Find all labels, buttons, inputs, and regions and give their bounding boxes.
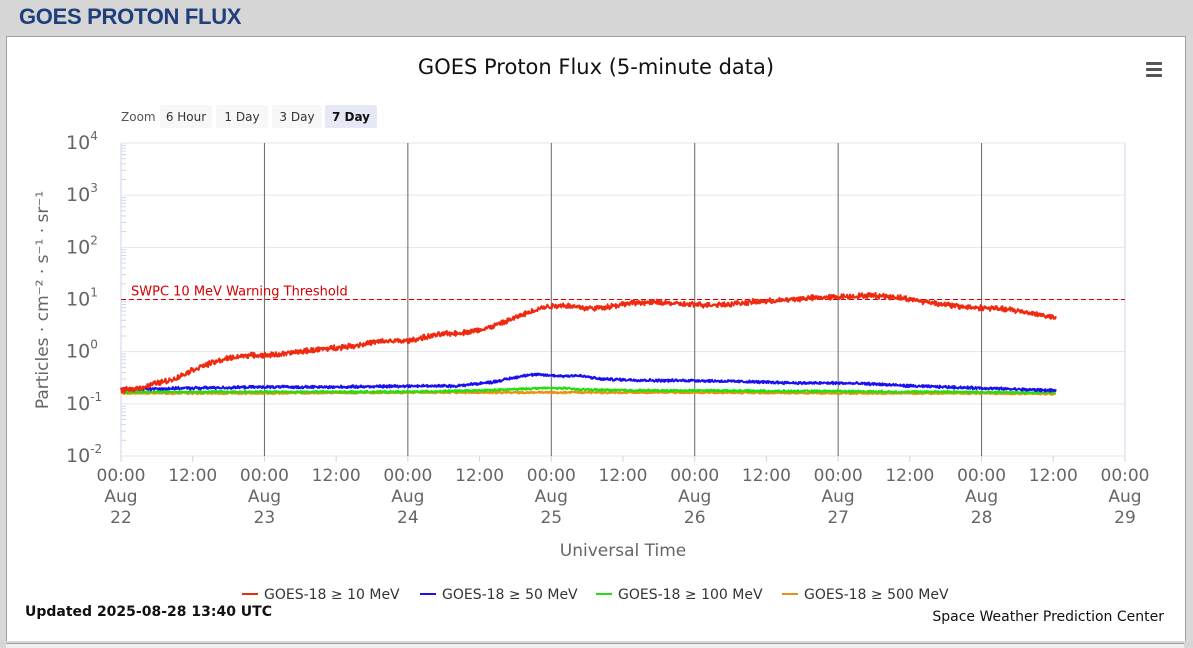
x-tick-label: 12:00 xyxy=(168,466,217,486)
zoom-button-3-day[interactable]: 3 Day xyxy=(272,105,322,128)
zoom-button-label: 3 Day xyxy=(279,110,314,124)
page-title: GOES PROTON FLUX xyxy=(19,4,242,29)
page-header: GOES PROTON FLUX xyxy=(0,0,1193,36)
y-tick-label: 10-1 xyxy=(66,390,102,415)
zoom-button-label: 1 Day xyxy=(224,110,259,124)
y-tick-label: 102 xyxy=(66,233,98,258)
y-tick-label: 10-2 xyxy=(66,442,102,467)
x-tick-label: 22 xyxy=(110,508,132,528)
x-tick-label: 12:00 xyxy=(599,466,648,486)
x-tick-label: 12:00 xyxy=(1029,466,1078,486)
x-axis-title: Universal Time xyxy=(560,541,686,561)
legend-label: GOES-18 ≥ 100 MeV xyxy=(618,587,763,603)
x-tick-label: 00:00 xyxy=(97,466,146,486)
x-tick-label: 12:00 xyxy=(312,466,361,486)
x-tick-label: Aug xyxy=(535,487,568,507)
series-line-2 xyxy=(120,372,1057,393)
credit-text: Space Weather Prediction Center xyxy=(932,609,1164,625)
x-tick-label: Aug xyxy=(391,487,424,507)
x-tick-label: 25 xyxy=(540,508,562,528)
legend-label: GOES-18 ≥ 500 MeV xyxy=(804,587,949,603)
x-tick-label: 00:00 xyxy=(527,466,576,486)
x-tick-label: Aug xyxy=(1108,487,1141,507)
x-tick-label: 23 xyxy=(254,508,276,528)
legend-item[interactable]: GOES-18 ≥ 100 MeV xyxy=(596,587,763,603)
legend-item[interactable]: GOES-18 ≥ 10 MeV xyxy=(242,587,400,603)
x-tick-label: 26 xyxy=(684,508,706,528)
y-tick-label: 104 xyxy=(66,129,98,154)
updated-timestamp: Updated 2025-08-28 13:40 UTC xyxy=(25,604,272,620)
x-tick-label: 00:00 xyxy=(957,466,1006,486)
zoom-button-label: 6 Hour xyxy=(166,110,206,124)
x-tick-label: 27 xyxy=(827,508,849,528)
y-tick-label: 103 xyxy=(66,181,98,206)
chart-menu-button[interactable] xyxy=(1140,58,1168,80)
x-tick-label: 00:00 xyxy=(240,466,289,486)
x-tick-label: 00:00 xyxy=(383,466,432,486)
x-tick-label: 12:00 xyxy=(742,466,791,486)
x-tick-label: 00:00 xyxy=(814,466,863,486)
threshold-label: SWPC 10 MeV Warning Threshold xyxy=(131,285,348,300)
x-tick-label: 12:00 xyxy=(455,466,504,486)
series-line-3 xyxy=(120,386,1057,395)
zoom-button-label: 7 Day xyxy=(332,110,370,124)
zoom-button-7-day[interactable]: 7 Day xyxy=(325,105,377,128)
x-tick-label: Aug xyxy=(822,487,855,507)
y-tick-label: 100 xyxy=(66,338,98,363)
x-tick-label: 00:00 xyxy=(670,466,719,486)
series-line-1 xyxy=(120,291,1057,394)
bottom-strip xyxy=(0,641,1193,648)
y-axis-title: Particles · cm⁻² · s⁻¹ · sr⁻¹ xyxy=(33,191,53,409)
zoom-label: Zoom xyxy=(121,110,156,124)
zoom-button-1-day[interactable]: 1 Day xyxy=(216,105,268,128)
x-tick-label: Aug xyxy=(104,487,137,507)
x-tick-label: 29 xyxy=(1114,508,1136,528)
legend-label: GOES-18 ≥ 50 MeV xyxy=(442,587,578,603)
chart-title: GOES Proton Flux (5-minute data) xyxy=(418,55,774,79)
x-tick-label: Aug xyxy=(248,487,281,507)
zoom-button-6-hour[interactable]: 6 Hour xyxy=(160,105,212,128)
y-tick-label: 101 xyxy=(66,286,98,311)
x-tick-label: Aug xyxy=(965,487,998,507)
x-tick-label: 24 xyxy=(397,508,419,528)
x-tick-label: 12:00 xyxy=(885,466,934,486)
hamburger-menu-icon xyxy=(1146,62,1162,77)
x-tick-label: 00:00 xyxy=(1101,466,1150,486)
x-tick-label: 28 xyxy=(971,508,993,528)
legend-label: GOES-18 ≥ 10 MeV xyxy=(264,587,400,603)
x-tick-label: Aug xyxy=(678,487,711,507)
legend-item[interactable]: GOES-18 ≥ 500 MeV xyxy=(782,587,949,603)
legend-item[interactable]: GOES-18 ≥ 50 MeV xyxy=(420,587,578,603)
